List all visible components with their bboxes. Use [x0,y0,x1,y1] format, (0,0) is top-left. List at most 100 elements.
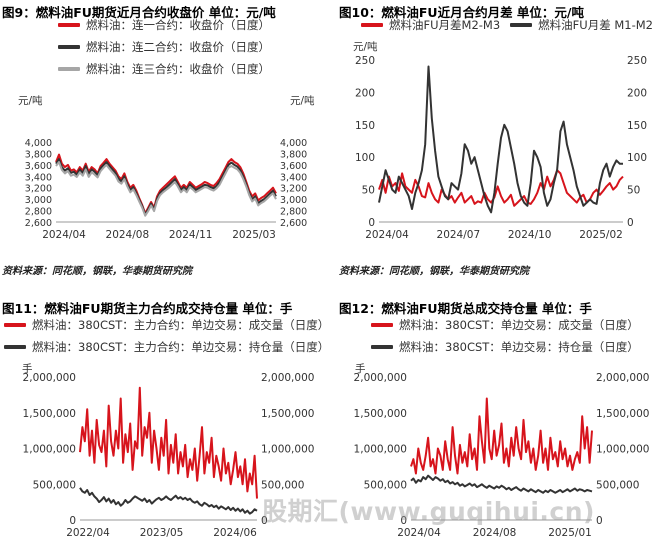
legend-swatch [58,45,80,49]
y-tick-label-right: 500,000 [596,479,639,491]
y-tick-label-right: 3,200 [280,184,307,195]
y-tick-label-left: 3,000 [25,195,52,206]
x-tick-label: 2024/08 [106,229,150,241]
legend-label: 燃料油：380CST：主力合约：单边交易：成交量（日度） [32,318,330,332]
x-tick-label: 2025/02 [579,229,623,241]
y-axis-unit-left: 手 [22,362,33,375]
y-tick-label-right: 3,600 [280,161,307,172]
y-tick-label-left: 3,600 [25,161,52,172]
y-tick-label-left: 3,800 [25,149,52,160]
series-line-1 [410,474,593,494]
y-tick-label-left: 200 [355,87,375,99]
legend-item: 燃料油：连二合约：收盘价（日度） [58,36,270,58]
y-tick-label-right: 2,000,000 [596,372,649,384]
y-tick-label-left: 4,000 [25,138,52,149]
y-tick-label-left: 1,500,000 [354,408,407,420]
y-tick-label-right: 0 [261,515,268,527]
y-tick-label-right: 3,400 [280,172,307,183]
legend-item: 燃料油：380CST：主力合约：单边交易：成交量（日度） [4,314,329,336]
x-tick-label: 2024/11 [169,229,213,241]
y-tick-label-left: 50 [362,185,375,197]
y-tick-label-right: 250 [627,55,647,67]
y-tick-label-left: 2,000,000 [23,372,76,384]
y-tick-label-right: 500,000 [261,479,304,491]
y-tick-label-left: 2,000,000 [354,372,407,384]
legend-label: 燃料油FU月差M2-M3 [389,18,501,32]
legend-item: 燃料油：连三合约：收盘价（日度） [58,58,270,80]
chart-panel-fig10: 图10：燃料油FU近月合约月差 单位：元/吨 燃料油FU月差M2-M3 燃料油F… [331,0,661,277]
y-tick-label-left: 1,000,000 [354,444,407,456]
x-tick-label: 2025/03 [232,229,276,241]
y-axis-unit-left: 元/吨 [353,40,378,53]
y-tick-label-left: 500,000 [364,479,407,491]
x-tick-label: 2024/08 [473,527,517,539]
chart-legend: 燃料油：连一合约：收盘价（日度） 燃料油：连二合约：收盘价（日度） 燃料油：连三… [58,14,270,80]
y-tick-label-right: 1,500,000 [261,408,314,420]
y-tick-label-right: 3,800 [280,149,307,160]
legend-item: 燃料油：连一合约：收盘价（日度） [58,14,270,36]
legend-item: 燃料油：380CST：单边交易：成交量（日度） [371,314,639,336]
y-tick-label-left: 3,200 [25,184,52,195]
legend-label: 燃料油：380CST：单边交易：成交量（日度） [399,318,639,332]
legend-swatch [58,67,80,71]
chart-title: 图12：燃料油FU期货总成交持仓量 单位：手 [339,301,592,316]
chart-title: 图10：燃料油FU近月合约月差 单位：元/吨 [339,5,585,20]
x-tick-label: 2024/04 [397,527,441,539]
y-tick-label-left: 0 [400,515,407,527]
legend-swatch [4,345,26,349]
x-tick-label: 2024/07 [437,229,481,241]
legend-label: 燃料油：380CST：单边交易：持仓量（日度） [399,340,639,354]
y-tick-label-left: 150 [355,120,375,132]
x-tick-label: 2022/04 [66,527,110,539]
y-tick-label-left: 1,500,000 [23,408,76,420]
legend-label: 燃料油：连三合约：收盘价（日度） [86,62,270,76]
chart-title: 图9：燃料油FU期货近月合约收盘价 单位：元/吨 [2,5,276,20]
y-tick-label-left: 1,000,000 [23,444,76,456]
series-line-2 [55,161,277,217]
y-tick-label-right: 200 [627,87,647,99]
legend-item: 燃料油FU月差M2-M3 [361,14,500,36]
x-tick-label: 2024/04 [365,229,409,241]
y-tick-label-left: 3,400 [25,172,52,183]
y-tick-label-left: 0 [368,217,375,229]
y-tick-label-right: 100 [627,152,647,164]
x-tick-label: 2023/05 [140,527,184,539]
legend-swatch [510,23,533,27]
legend-swatch [361,23,383,27]
legend-label: 燃料油：连一合约：收盘价（日度） [86,18,270,32]
y-axis-unit-left: 手 [355,362,366,375]
series-line-0 [55,153,277,215]
legend-item: 燃料油：380CST：主力合约：单边交易：持仓量（日度） [4,336,329,358]
y-tick-label-right: 1,000,000 [596,444,649,456]
y-tick-label-left: 100 [355,152,375,164]
y-tick-label-right: 1,000,000 [261,444,314,456]
x-tick-label: 2024/06 [213,527,257,539]
x-tick-label: 2024/04 [42,229,86,241]
chart-panel-fig9: 图9：燃料油FU期货近月合约收盘价 单位：元/吨 燃料油：连一合约：收盘价（日度… [0,0,330,277]
y-tick-label-left: 250 [355,55,375,67]
y-tick-label-right: 2,800 [280,207,307,218]
chart-legend: 燃料油：380CST：单边交易：成交量（日度） 燃料油：380CST：单边交易：… [371,314,639,358]
legend-swatch [4,323,26,327]
chart-panel-fig12: 图12：燃料油FU期货总成交持仓量 单位：手 燃料油：380CST：单边交易：成… [331,292,661,542]
chart-legend: 燃料油FU月差M2-M3 燃料油FU月差 M1-M2 [361,14,653,36]
legend-label: 燃料油：连二合约：收盘价（日度） [86,40,270,54]
x-tick-label: 2024/10 [508,229,552,241]
legend-item: 燃料油FU月差 M1-M2 [510,14,653,36]
y-tick-label-left: 2,600 [25,218,52,229]
y-tick-label-left: 2,800 [25,207,52,218]
chart-legend: 燃料油：380CST：主力合约：单边交易：成交量（日度） 燃料油：380CST：… [4,314,329,358]
y-tick-label-right: 3,000 [280,195,307,206]
y-tick-label-right: 2,600 [280,218,307,229]
legend-swatch [371,345,393,349]
y-tick-label-left: 0 [69,515,76,527]
y-tick-label-right: 2,000,000 [261,372,314,384]
series-line-0 [410,397,593,475]
series-line-0 [378,169,624,207]
legend-label: 燃料油：380CST：主力合约：单边交易：持仓量（日度） [32,340,330,354]
y-tick-label-right: 150 [627,120,647,132]
